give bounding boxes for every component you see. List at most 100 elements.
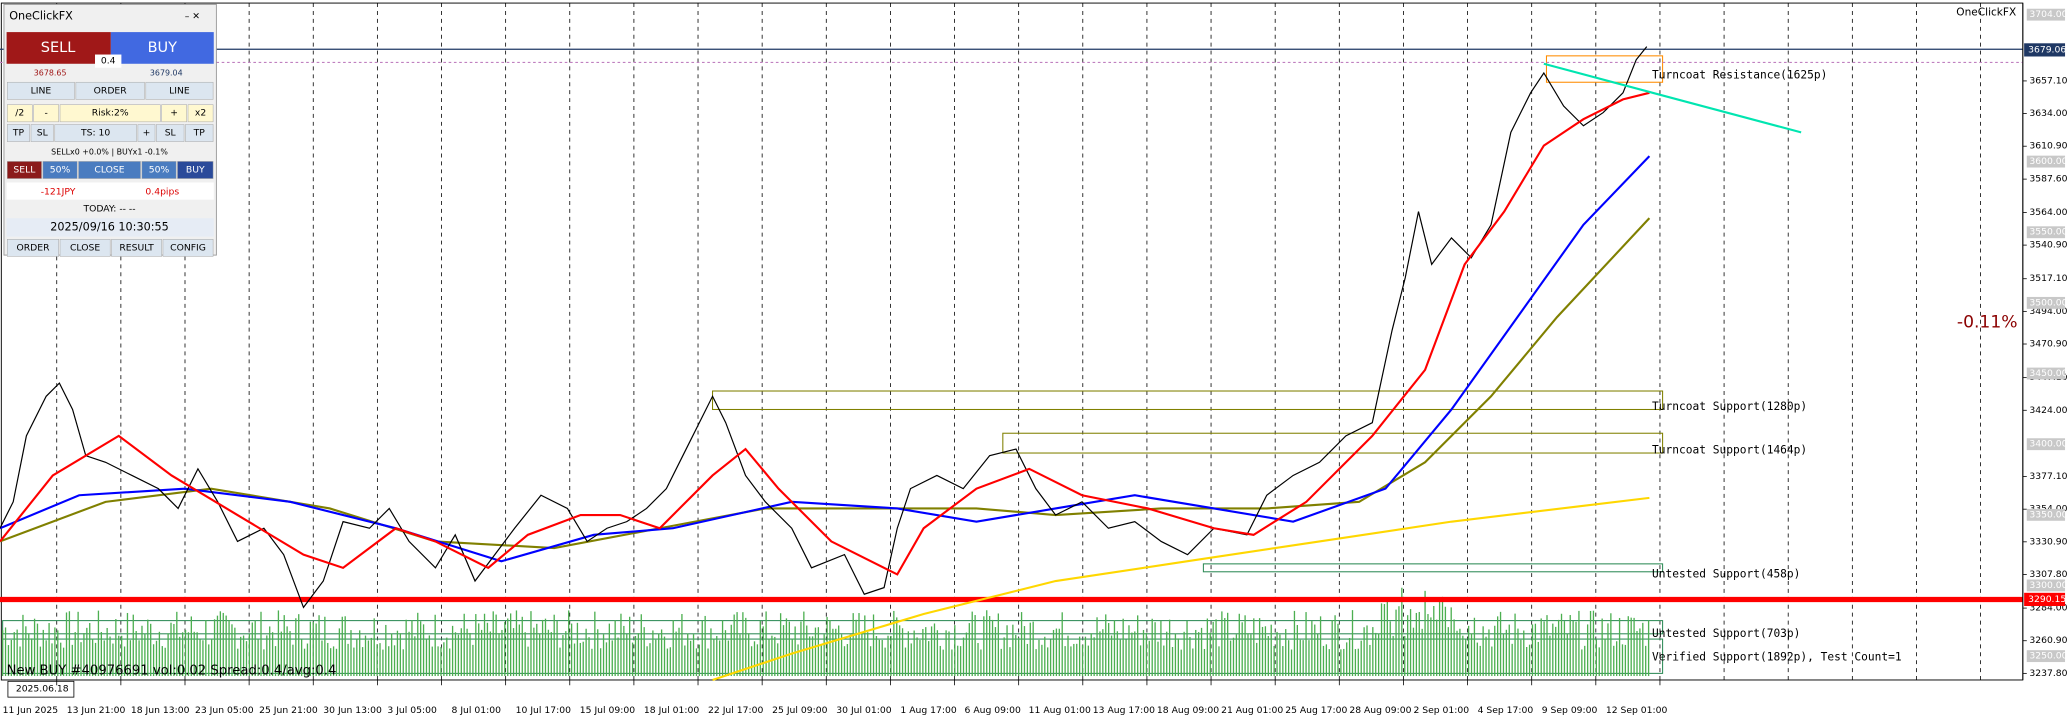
brand: OneClickFX bbox=[1956, 6, 2016, 18]
price-label: 3470.90 bbox=[2029, 339, 2067, 350]
panel-button-label[interactable]: Risk:2% bbox=[92, 108, 129, 119]
time-label: 30 Jun 13:00 bbox=[323, 705, 382, 716]
panel-button[interactable] bbox=[6, 81, 75, 100]
buy-price: 3679.04 bbox=[150, 69, 183, 78]
panel-button-label[interactable]: RESULT bbox=[119, 242, 154, 253]
panel-button[interactable] bbox=[187, 104, 214, 123]
panel-button-label[interactable]: 50% bbox=[50, 164, 71, 175]
panel-button-label[interactable]: SL bbox=[165, 128, 177, 139]
panel-button-label[interactable]: SELL bbox=[13, 164, 36, 175]
panel-button-label[interactable]: ORDER bbox=[16, 242, 50, 253]
time-label: 11 Aug 01:00 bbox=[1029, 705, 1091, 716]
panel-button[interactable] bbox=[54, 124, 137, 142]
panel-button[interactable] bbox=[177, 161, 214, 179]
ma-olive bbox=[0, 217, 1651, 550]
time-label: 18 Jul 01:00 bbox=[644, 705, 699, 716]
panel-button[interactable] bbox=[33, 104, 59, 123]
zone-label: Verified Support(1892p), Test Count=1 bbox=[1652, 651, 1902, 664]
zone-label: Turncoat Support(1280p) bbox=[1652, 400, 1807, 413]
buy-button[interactable] bbox=[110, 32, 214, 64]
panel-button[interactable] bbox=[6, 161, 42, 179]
time-label: 25 Jul 09:00 bbox=[772, 705, 827, 716]
price-tag bbox=[2024, 592, 2066, 606]
change: -0.11% bbox=[1957, 312, 2018, 332]
panel-button-label[interactable]: /2 bbox=[15, 108, 24, 119]
level-label: 3350.00 bbox=[2029, 509, 2067, 520]
price-label: 3330.90 bbox=[2029, 536, 2067, 547]
level-label: 3600.00 bbox=[2029, 156, 2067, 167]
panel-button-label[interactable]: TS: 10 bbox=[80, 128, 110, 139]
price-label: 3610.90 bbox=[2029, 141, 2067, 152]
panel-button[interactable] bbox=[145, 81, 214, 100]
sell-button[interactable] bbox=[6, 32, 111, 64]
zone bbox=[1545, 55, 1664, 83]
sell-price: 3678.65 bbox=[34, 69, 67, 78]
panel-button[interactable] bbox=[30, 124, 54, 142]
time-label: 2 Sep 01:00 bbox=[1413, 705, 1469, 716]
panel-button-label[interactable]: CONFIG bbox=[170, 242, 206, 253]
time-label: 18 Jun 13:00 bbox=[131, 705, 190, 716]
panel-button-label[interactable]: CLOSE bbox=[70, 242, 100, 253]
panel-button[interactable] bbox=[161, 104, 187, 123]
level-box bbox=[2026, 155, 2066, 168]
panel-button-label[interactable]: TP bbox=[12, 128, 25, 139]
time-label: 3 Jul 05:00 bbox=[387, 705, 437, 716]
panel-button[interactable] bbox=[111, 239, 162, 257]
time-label: 25 Jun 21:00 bbox=[259, 705, 318, 716]
time-label: 6 Aug 09:00 bbox=[965, 705, 1021, 716]
time-label: 13 Aug 17:00 bbox=[1093, 705, 1155, 716]
time-label: 11 Jun 2025 bbox=[3, 705, 59, 716]
panel-button-label[interactable]: - bbox=[45, 108, 48, 119]
panel-button-label[interactable]: + bbox=[143, 128, 151, 139]
level-label: 3500.00 bbox=[2029, 297, 2067, 308]
panel-button-label[interactable]: SL bbox=[37, 128, 49, 139]
time-label: 22 Jul 17:00 bbox=[708, 705, 763, 716]
panel-button[interactable] bbox=[137, 124, 156, 142]
time-label: 4 Sep 17:00 bbox=[1478, 705, 1534, 716]
panel-button-label[interactable]: LINE bbox=[169, 85, 190, 96]
panel: OneClickFX – ✕ SELL BUY 0.4 3678.65 3679… bbox=[3, 3, 217, 257]
zone bbox=[1202, 563, 1664, 573]
price-tag-label: 3290.15 bbox=[2028, 594, 2066, 605]
panel-button[interactable] bbox=[6, 124, 30, 142]
time-axis: 11 Jun 2025 13 Jun 21:00 18 Jun 13:00 23 Ju… bbox=[3, 679, 1668, 716]
time-label: 9 Sep 09:00 bbox=[1542, 705, 1598, 716]
panel-button[interactable] bbox=[59, 239, 111, 257]
panel-button-label[interactable]: BUY bbox=[186, 164, 205, 175]
panel-button-label[interactable]: CLOSE bbox=[94, 164, 124, 175]
lot-box[interactable] bbox=[95, 54, 122, 68]
panel-title: OneClickFX bbox=[9, 9, 73, 22]
panel-button[interactable] bbox=[6, 104, 33, 123]
panel-button[interactable] bbox=[156, 124, 185, 142]
panel-button[interactable] bbox=[162, 239, 214, 257]
panel-button-label[interactable]: LINE bbox=[31, 85, 52, 96]
panel-button-label[interactable]: TP bbox=[193, 128, 206, 139]
time-label: 18 Aug 09:00 bbox=[1157, 705, 1219, 716]
panel-button[interactable] bbox=[59, 104, 161, 123]
panel-button[interactable] bbox=[75, 81, 145, 100]
panel-button[interactable] bbox=[42, 161, 78, 179]
panel-button-label[interactable]: 50% bbox=[149, 164, 170, 175]
pl: -121JPY bbox=[41, 186, 76, 197]
date-box-label: 2025.06.18 bbox=[16, 684, 69, 695]
trend-line bbox=[1543, 62, 1802, 134]
level-label: 3450.00 bbox=[2029, 368, 2067, 379]
level-label: 3250.00 bbox=[2029, 651, 2067, 662]
panel-button[interactable] bbox=[141, 161, 177, 179]
time-label: 12 Sep 01:00 bbox=[1606, 705, 1668, 716]
price-axis: 3657.10 3634.00 3610.90 3587.60 3564.00 3540.… bbox=[2022, 3, 2068, 680]
price-label: 3284.00 bbox=[2029, 603, 2067, 614]
level-box bbox=[2026, 508, 2066, 521]
sell-label[interactable]: SELL bbox=[41, 40, 76, 56]
panel-button[interactable] bbox=[185, 124, 214, 142]
panel-controls: – ✕ bbox=[185, 11, 200, 22]
panel-button[interactable] bbox=[78, 161, 141, 179]
lot[interactable]: 0.4 bbox=[101, 56, 116, 67]
panel-button-label[interactable]: x2 bbox=[195, 108, 206, 119]
panel-button[interactable] bbox=[6, 239, 59, 257]
panel-button-label[interactable]: ORDER bbox=[94, 85, 128, 96]
buy-label[interactable]: BUY bbox=[148, 40, 178, 56]
panel-button-label[interactable]: + bbox=[170, 108, 178, 119]
panel-rows: LINE ORDER LINE/2 - Risk:2% + x2 TP SL TS: 10 + SL T… bbox=[6, 81, 214, 257]
